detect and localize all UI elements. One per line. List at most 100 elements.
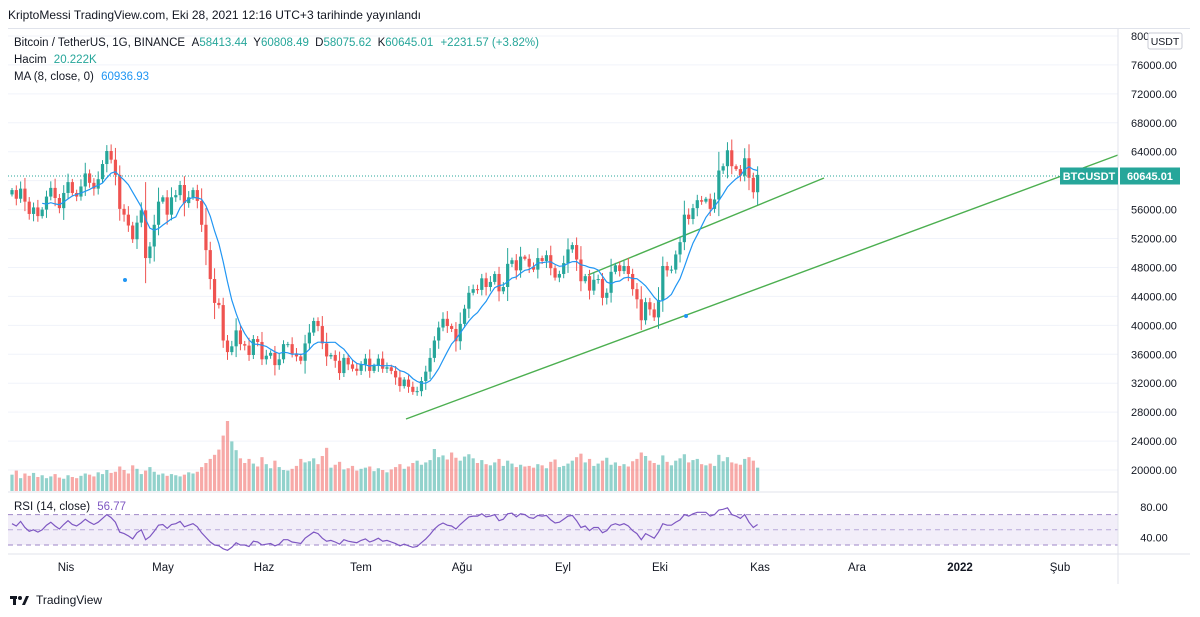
volume-bar xyxy=(652,463,656,491)
time-tick-label: Eyl xyxy=(555,562,571,574)
currency-badge[interactable]: USDT xyxy=(1147,32,1183,50)
volume-bar xyxy=(62,478,66,491)
candle-body xyxy=(738,169,742,176)
candle-body xyxy=(174,195,178,198)
volume-bar xyxy=(626,466,630,491)
volume-bar xyxy=(350,465,355,491)
rsi-tick-label: 40.00 xyxy=(1140,532,1168,544)
tradingview-logo-icon[interactable] xyxy=(10,594,30,606)
volume-bar xyxy=(669,465,674,491)
last-price-label[interactable]: BTCUSDT 60645.01 xyxy=(1060,167,1180,185)
volume-bar xyxy=(437,457,441,491)
time-tick-label: Tem xyxy=(350,562,372,574)
volume-bar xyxy=(708,463,712,491)
candle-body xyxy=(493,273,497,282)
candle-body xyxy=(23,188,27,202)
grid xyxy=(8,35,1118,471)
candle-body xyxy=(118,174,122,209)
candle-body xyxy=(501,286,505,292)
candle-body xyxy=(105,151,109,165)
volume-bar xyxy=(514,467,518,491)
trend-line-lower[interactable] xyxy=(405,154,1119,420)
volume-bar xyxy=(247,458,251,491)
candle-body xyxy=(613,265,617,272)
volume-bar xyxy=(730,462,734,491)
volume-bar xyxy=(174,475,178,491)
volume-bar xyxy=(600,460,605,491)
candle-body xyxy=(751,177,755,193)
volume-bar xyxy=(221,435,225,491)
volume-bar xyxy=(639,452,643,491)
candle-body xyxy=(424,371,428,382)
candle-body xyxy=(570,245,574,250)
volume-bar xyxy=(381,470,385,491)
volume-bar xyxy=(648,460,652,491)
price-chart[interactable]: Bitcoin / TetherUS, 1G, BINANCE A58413.4… xyxy=(8,29,1190,584)
candle-body xyxy=(665,266,669,271)
candle-body xyxy=(243,344,247,346)
candle-body xyxy=(600,279,605,298)
candle-body xyxy=(389,367,393,371)
candle-body xyxy=(333,354,337,361)
volume-bar xyxy=(402,468,406,491)
legend-ma: 60936.93 xyxy=(101,71,149,83)
candle-body xyxy=(544,255,549,261)
candle-body xyxy=(14,190,18,199)
volume-bar xyxy=(260,457,264,491)
time-tick-label: Haz xyxy=(254,562,275,574)
volume-bar xyxy=(359,468,363,491)
candle-body xyxy=(325,343,329,357)
candle-body xyxy=(557,273,561,278)
candle-body xyxy=(712,199,717,209)
price-tick-label: 68000.00 xyxy=(1131,118,1177,130)
volume-bar xyxy=(751,460,755,491)
volume-bar xyxy=(743,458,747,491)
candle-body xyxy=(432,340,436,358)
price-tick-label: 72000.00 xyxy=(1131,89,1177,101)
last-price-ticker-bg xyxy=(1060,167,1118,185)
rsi-axis[interactable]: 80.00 40.00 xyxy=(1140,502,1168,544)
candle-body xyxy=(273,352,277,366)
volume-bar xyxy=(217,449,221,491)
candle-body xyxy=(10,190,14,195)
volume-bar xyxy=(191,473,195,491)
last-price-value: 60645.01 xyxy=(1127,171,1173,183)
volume-bar xyxy=(467,454,471,491)
volume-bar xyxy=(717,454,721,491)
time-tick-label: 2022 xyxy=(947,562,973,574)
footer-brand[interactable]: TradingView xyxy=(36,593,103,607)
volume-bar xyxy=(299,458,303,491)
candle-body xyxy=(579,259,583,282)
candle-body xyxy=(648,302,652,310)
chart-frame: Bitcoin / TetherUS, 1G, BINANCE A58413.4… xyxy=(8,28,1190,584)
volume-bar xyxy=(325,447,329,491)
trend-line-upper[interactable] xyxy=(587,177,825,276)
candle-body xyxy=(49,187,53,197)
candle-body xyxy=(661,266,665,301)
volume-bar xyxy=(156,474,161,491)
volume-bar xyxy=(506,460,510,491)
legend-volume-label: Hacim xyxy=(14,54,47,66)
volume-bar xyxy=(497,458,501,491)
candle-body xyxy=(260,341,264,360)
candle-body xyxy=(320,326,324,344)
price-axis[interactable]: 80000.0076000.0072000.0068000.0064000.00… xyxy=(1131,31,1177,477)
candle-body xyxy=(514,260,518,271)
volume-bar xyxy=(635,458,639,491)
candle-body xyxy=(144,210,148,259)
candle-body xyxy=(256,339,260,342)
candle-body xyxy=(212,279,217,303)
volume-bar xyxy=(523,466,527,491)
rsi-pane: RSI (14, close) 56.77 xyxy=(8,491,1118,551)
candle-body xyxy=(406,379,411,387)
volume-bar xyxy=(583,462,587,491)
volume-bar xyxy=(432,449,436,491)
publisher-name[interactable]: KriptoMessi xyxy=(8,8,71,22)
time-axis[interactable]: Nis May Haz Tem Ağu Eyl Eki Kas Ara 2022 Şub xyxy=(58,562,1071,574)
candle-body xyxy=(264,355,268,360)
volume-bar xyxy=(747,457,751,491)
candle-body xyxy=(329,354,333,357)
volume-bar xyxy=(212,454,217,491)
volume-bar xyxy=(165,475,169,491)
volume-bar xyxy=(187,472,191,491)
